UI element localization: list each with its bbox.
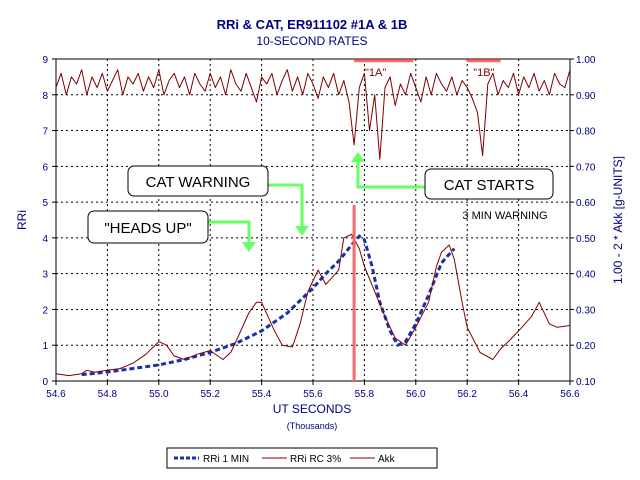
x-tick-label: 55.8 (355, 389, 375, 400)
legend-label-rri-1min: RRi 1 MIN (203, 454, 249, 465)
arrow-head-cat-warning-icon (295, 226, 309, 236)
x-tick-labels: 54.6 54.8 55.0 55.2 55.4 55.6 55.8 56.0 56.2 56.4… (46, 381, 580, 400)
y-left-axis-label: RRi (15, 210, 29, 230)
callout-cat-warning: CAT WARNING (146, 174, 251, 191)
x-tick-label: 55.4 (252, 389, 272, 400)
arrow-group (208, 152, 425, 252)
x-tick-label: 56.4 (509, 389, 529, 400)
three-min-warning-label: 3 MIN WARNING (462, 210, 547, 222)
y-left-tick-label: 2 (42, 305, 48, 316)
arrow-head-heads-up-icon (242, 242, 256, 252)
y-left-tick-label: 0 (42, 377, 48, 388)
y-left-tick-labels: 0 1 2 3 4 5 6 7 8 9 (42, 55, 56, 388)
y-left-tick-label: 5 (42, 198, 48, 209)
y-left-tick-label: 6 (42, 162, 48, 173)
x-axis-sublabel: (Thousands) (287, 421, 338, 431)
markers-group: "1A" "1B" (352, 59, 501, 381)
legend-label-akk: Akk (378, 454, 396, 465)
y-right-tick-label: 0.70 (576, 162, 596, 173)
callout-heads-up: "HEADS UP" (104, 220, 191, 237)
legend-label-rri-rc: RRi RC 3% (290, 454, 341, 465)
y-left-tick-label: 8 (42, 91, 48, 102)
x-tick-label: 54.6 (46, 389, 66, 400)
y-right-tick-label: 0.80 (576, 127, 596, 138)
x-tick-label: 55.2 (200, 389, 220, 400)
marker-label-1b: "1B" (473, 67, 494, 79)
callout-box-heads-up (87, 210, 209, 244)
y-left-tick-label: 7 (42, 127, 48, 138)
arrow-head-cat-starts-icon (351, 152, 365, 162)
x-tick-label: 56.2 (457, 389, 477, 400)
x-tick-label: 56.0 (406, 389, 426, 400)
y-right-tick-label: 0.50 (576, 234, 596, 245)
arrow-heads-up (208, 220, 251, 242)
series-group (55, 69, 571, 377)
y-right-tick-label: 0.20 (576, 341, 596, 352)
y-left-tick-label: 3 (42, 270, 48, 281)
arrow-cat-warning (268, 183, 304, 226)
series-rri-rc3 (55, 233, 571, 377)
chart-subtitle: 10-SECOND RATES (256, 34, 367, 48)
x-tick-label: 54.8 (98, 389, 118, 400)
legend: RRi 1 MIN RRi RC 3% Akk (166, 447, 438, 469)
y-right-tick-label: 0.60 (576, 198, 596, 209)
callouts: CAT WARNING "HEADS UP" CAT STARTS 3 MIN … (87, 152, 554, 252)
callout-box-cat-starts (424, 168, 554, 200)
x-tick-label: 55.0 (149, 389, 169, 400)
legend-box (166, 447, 438, 469)
marker-label-1a: "1A" (365, 67, 386, 79)
callout-cat-starts: CAT STARTS (444, 177, 535, 194)
y-right-tick-label: 0.30 (576, 305, 596, 316)
y-left-tick-label: 4 (42, 234, 48, 245)
x-tick-label: 56.6 (560, 389, 580, 400)
series-rri-1min (81, 234, 456, 377)
y-right-tick-label: 1.00 (576, 55, 596, 66)
y-right-tick-label: 0.10 (576, 377, 596, 388)
y-right-axis-label: 1.00 - 2 * Akk [g-UNITS] (611, 156, 625, 284)
x-axis-label: UT SECONDS (273, 402, 351, 416)
y-left-tick-label: 1 (42, 341, 48, 352)
series-akk (55, 69, 571, 160)
y-left-tick-label: 9 (42, 55, 48, 66)
chart-title: RRi & CAT, ER911102 #1A & 1B (217, 17, 408, 32)
arrow-cat-starts (356, 160, 425, 189)
callout-box-cat-warning (127, 165, 269, 197)
x-tick-label: 55.6 (303, 389, 323, 400)
y-right-tick-label: 0.40 (576, 270, 596, 281)
y-right-tick-labels: 0.10 0.20 0.30 0.40 0.50 0.60 0.70 0.80 0.90 1.00 (570, 55, 596, 388)
y-right-tick-label: 0.90 (576, 91, 596, 102)
